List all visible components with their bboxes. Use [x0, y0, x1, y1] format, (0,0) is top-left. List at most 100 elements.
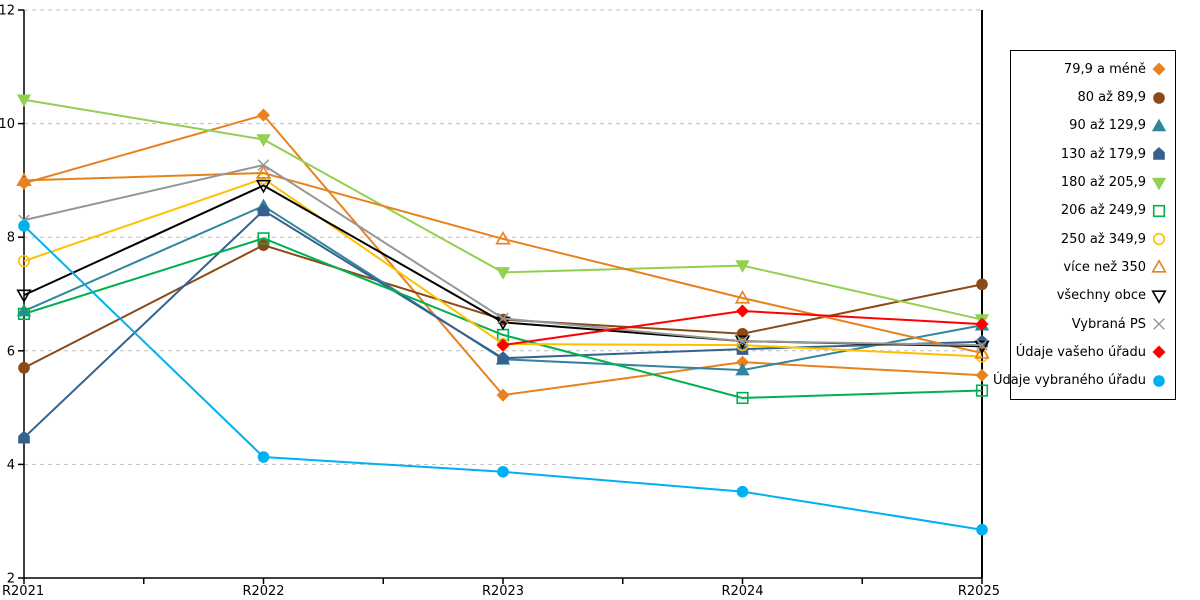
legend-item: 79,9 a méně	[1015, 55, 1167, 83]
legend-item: 130 až 179,9	[1015, 140, 1167, 168]
legend-item: 90 až 129,9	[1015, 112, 1167, 140]
series-9	[18, 159, 988, 351]
circle-marker	[18, 362, 30, 374]
triangle-up-marker	[1151, 118, 1167, 132]
legend-item: 80 až 89,9	[1015, 83, 1167, 111]
diamond-marker	[735, 304, 750, 318]
x-marker	[736, 335, 749, 347]
line-chart: 2 4 6 8 10 12 R2021 R2022 R2023 R2024 R2025	[0, 4, 1000, 600]
legend-item-label: 90 až 129,9	[1069, 118, 1146, 134]
triangle-down-marker	[256, 134, 271, 147]
square-marker	[736, 391, 749, 405]
x-marker	[257, 159, 270, 171]
chart-legend: 79,9 a méně 80 až 89,9 90 až 129,9 130 až 1…	[993, 50, 1176, 400]
legend-item-label: 180 až 205,9	[1060, 175, 1146, 190]
legend-item-label: 250 až 349,9	[1060, 231, 1146, 247]
legend-triangle-up-icon	[1151, 118, 1167, 132]
square-marker	[975, 384, 989, 397]
legend-item: 206 až 249,9	[1015, 197, 1167, 225]
y-tick-label: 2	[7, 572, 15, 587]
triangle-up-marker	[974, 345, 990, 359]
diamond-marker	[1152, 345, 1166, 359]
diamond-marker	[17, 176, 31, 190]
circle-marker	[736, 485, 749, 498]
y-tick-label: 12	[0, 4, 15, 19]
diamond-marker	[496, 388, 510, 402]
series-10	[496, 304, 989, 352]
series-8	[16, 179, 990, 355]
x-marker	[497, 312, 509, 325]
triangle-up-marker	[735, 362, 750, 376]
legend-item-label: Údaje vybraného úřadu	[992, 373, 1146, 389]
legend-square-icon	[1152, 204, 1166, 217]
legend-diamond-icon	[1152, 62, 1166, 76]
x-marker	[1153, 318, 1165, 330]
triangle-down-marker	[974, 340, 990, 355]
series-line	[23, 184, 983, 348]
pentagon-marker	[257, 203, 270, 217]
x-tick-label: R2025	[958, 584, 1000, 599]
x-tick-label: R2024	[721, 584, 763, 599]
triangle-down-marker	[16, 94, 32, 108]
circle-marker	[497, 465, 509, 478]
legend-item-label: 130 až 179,9	[1060, 146, 1146, 162]
pentagon-marker	[18, 430, 30, 444]
legend-diamond-icon	[1152, 345, 1166, 359]
legend-triangle-down-icon	[1151, 290, 1167, 304]
circle-marker	[1153, 91, 1165, 104]
circle-marker	[257, 239, 270, 251]
legend-item-label: 80 až 89,9	[1077, 90, 1146, 106]
series-line	[23, 237, 983, 399]
circle-marker	[1152, 233, 1166, 246]
triangle-up-marker	[495, 230, 511, 245]
square-marker	[17, 307, 31, 320]
y-tick-label: 8	[7, 231, 15, 246]
circle-marker	[976, 523, 988, 536]
legend-item: Údaje vašeho úřadu	[1015, 338, 1167, 366]
triangle-up-marker	[16, 303, 32, 317]
triangle-up-marker	[734, 290, 751, 304]
circle-marker	[1153, 374, 1165, 387]
square-marker	[1152, 204, 1166, 217]
legend-circle-icon	[1153, 91, 1165, 104]
series-11	[18, 220, 988, 536]
triangle-down-marker	[495, 267, 511, 280]
triangle-down-marker	[1151, 177, 1167, 190]
circle-marker	[17, 254, 31, 268]
diamond-marker	[496, 338, 510, 352]
circle-marker	[976, 278, 988, 291]
triangle-down-marker	[16, 289, 32, 304]
triangle-up-marker	[255, 165, 272, 179]
square-marker	[257, 232, 270, 245]
y-tick-label: 6	[7, 344, 15, 359]
legend-item: Vybraná PS	[1015, 310, 1167, 338]
legend-item-label: více než 350	[1063, 259, 1146, 275]
diamond-marker	[975, 317, 989, 331]
legend-item: více než 350	[1015, 253, 1167, 281]
series-line	[23, 172, 983, 355]
triangle-down-marker	[735, 260, 750, 273]
y-tick-label: 4	[7, 458, 15, 473]
circle-marker	[257, 451, 270, 463]
x-tick-label: R2021	[2, 584, 44, 599]
pentagon-marker	[1153, 147, 1165, 160]
legend-item-label: 79,9 a méně	[1063, 61, 1146, 77]
circle-marker	[736, 339, 749, 352]
triangle-up-marker	[1151, 259, 1167, 274]
legend-triangle-down-icon	[1151, 177, 1167, 190]
legend-item: 180 až 205,9	[1015, 168, 1167, 196]
legend-item-label: Údaje vašeho úřadu	[1015, 344, 1146, 360]
legend-circle-icon	[1153, 374, 1165, 387]
series-line	[23, 98, 983, 321]
diamond-marker	[975, 368, 989, 382]
legend-item: všechny obce	[1015, 282, 1167, 310]
legend-pentagon-icon	[1153, 147, 1165, 160]
legend-triangle-up-icon	[1151, 259, 1167, 274]
triangle-down-marker	[255, 179, 272, 194]
diamond-marker	[256, 108, 271, 122]
legend-x-icon	[1153, 318, 1165, 330]
triangle-down-marker	[1151, 290, 1167, 304]
x-tick-label: R2022	[242, 584, 284, 599]
triangle-up-marker	[16, 172, 32, 186]
